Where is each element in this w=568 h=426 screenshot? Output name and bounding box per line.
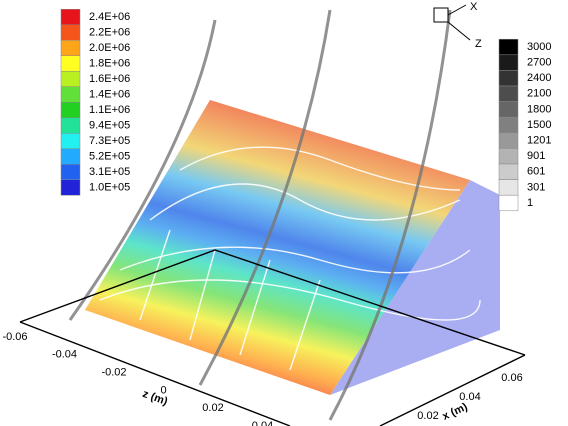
legend-label: 1201	[527, 135, 551, 147]
gray-legend: 3000 2700 2400 2100 1800 1500 1201 901 601 301 1	[498, 38, 551, 212]
legend-swatch	[498, 54, 519, 71]
legend-swatch	[60, 179, 81, 196]
z-tick-label: -0.06	[2, 331, 27, 343]
x-tick-label: 0.02	[417, 410, 438, 422]
legend-swatch	[60, 55, 81, 72]
side-wall	[330, 180, 500, 395]
x-axis-title: x (m)	[441, 401, 470, 423]
legend-swatch	[60, 40, 81, 56]
triad-cube	[433, 7, 449, 23]
legend-swatch	[60, 9, 81, 25]
legend-swatch	[60, 71, 81, 87]
streamline	[139, 229, 321, 371]
legend-label: 301	[527, 181, 545, 193]
legend-swatch	[60, 164, 81, 180]
legend-swatch	[60, 24, 81, 41]
legend-swatch	[498, 194, 519, 212]
blade	[328, 9, 452, 421]
legend-label: 2.0E+06	[89, 42, 130, 54]
legend-swatch	[498, 163, 519, 180]
legend-swatch	[498, 70, 519, 87]
legend-swatch	[498, 85, 519, 102]
legend-label: 2400	[527, 72, 551, 84]
legend-label: 1.1E+06	[89, 104, 130, 116]
z-tick-label: 0	[160, 384, 166, 396]
legend-label: 5.2E+05	[89, 150, 130, 162]
legend-swatch	[498, 101, 519, 118]
legend-label: 2100	[527, 88, 551, 100]
legend-label: 3.1E+05	[89, 166, 130, 178]
base-frame	[19, 249, 526, 356]
triad-axis	[447, 4, 467, 16]
legend-label: 1.8E+06	[89, 57, 130, 69]
legend-label: 1500	[527, 119, 551, 131]
blade	[198, 9, 332, 386]
legend-swatch	[60, 133, 81, 149]
color-legend: 2.4E+06 2.2E+06 2.0E+06 1.8E+06 1.6E+06 1.4E+…	[60, 9, 130, 196]
legend-label: 2.4E+06	[89, 11, 130, 23]
legend-label: 9.4E+05	[89, 119, 130, 131]
streamline	[149, 183, 461, 221]
legend-label: 7.3E+05	[89, 135, 130, 147]
z-tick-label: -0.04	[52, 349, 77, 361]
legend-swatch	[498, 38, 519, 56]
streamline	[99, 279, 481, 321]
legend-swatch	[60, 148, 81, 165]
triad-axis	[447, 21, 471, 41]
legend-label: 1800	[527, 103, 551, 115]
streamline	[119, 246, 471, 274]
blade	[68, 19, 217, 321]
legend-label: 901	[527, 150, 545, 162]
legend-swatch	[60, 102, 81, 118]
scene	[19, 9, 526, 426]
legend-label: 1	[527, 197, 533, 209]
legend-label: 601	[527, 166, 545, 178]
legend-swatch	[498, 179, 519, 196]
legend-swatch	[498, 132, 519, 149]
z-axis-line	[19, 321, 291, 426]
z-tick-label: 0.02	[202, 402, 223, 414]
legend-label: 1.0E+05	[89, 181, 130, 193]
legend-label: 2700	[527, 57, 551, 69]
orientation-triad: X Z	[433, 1, 482, 50]
triad-x-label: X	[470, 1, 478, 13]
z-tick-label: 0.04	[252, 420, 273, 426]
x-tick-label: 0.06	[501, 372, 522, 384]
legend-swatch	[60, 86, 81, 103]
legend-swatch	[498, 148, 519, 165]
legend-label: 2.2E+06	[89, 26, 130, 38]
legend-label: 1.6E+06	[89, 73, 130, 85]
triad-z-label: Z	[475, 38, 482, 50]
legend-swatch	[60, 117, 81, 134]
legend-label: 3000	[527, 41, 551, 53]
x-tick-label: 0.04	[459, 391, 480, 403]
streamline	[179, 146, 461, 191]
legend-label: 1.4E+06	[89, 88, 130, 100]
z-tick-label: -0.02	[101, 367, 126, 379]
x-axis-line	[379, 354, 526, 426]
legend-swatch	[498, 116, 519, 134]
